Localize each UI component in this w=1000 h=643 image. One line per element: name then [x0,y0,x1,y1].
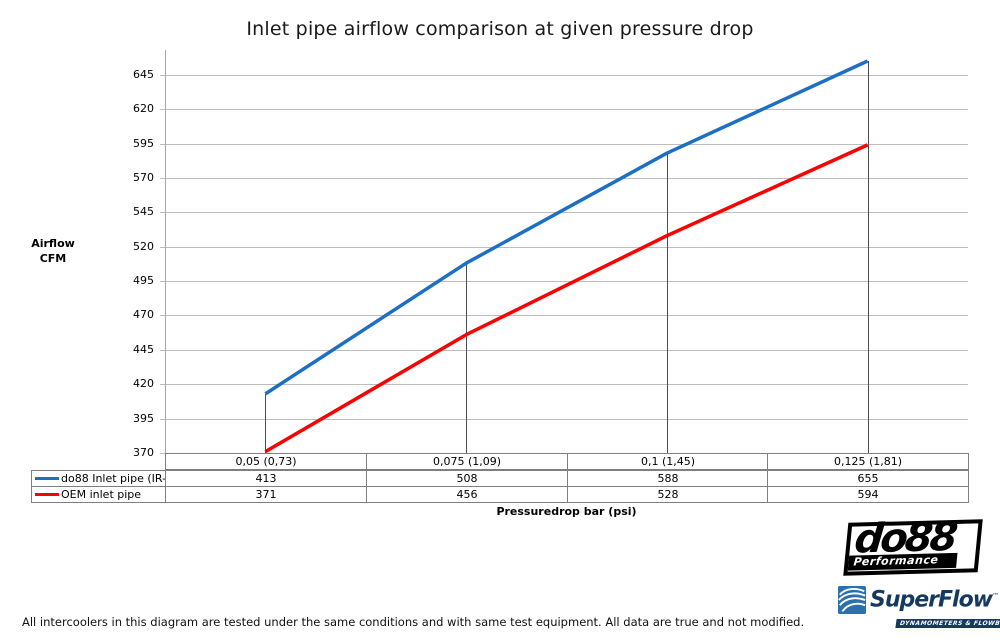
category-drop-line [868,61,869,453]
gridline [160,384,968,385]
do88-logo: do88 Performance [843,514,983,576]
y-tick-label: 595 [133,137,154,150]
gridline [160,212,968,213]
value-cell: 508 [366,470,568,487]
footnote: All intercoolers in this diagram are tes… [22,615,805,629]
value-cell: 456 [366,486,568,503]
legend-series-name: OEM inlet pipe [61,488,142,501]
superflow-logo-tagline: DYNAMOMETERS & FLOWBENCHES [895,619,1000,629]
series-line-1 [264,143,869,454]
chart-title: Inlet pipe airflow comparison at given p… [246,18,754,40]
trademark-symbol: ™ [992,592,999,600]
legend-item: do88 Inlet pipe (IR-V50) [31,470,191,487]
superflow-logo-textblock: SuperFlow™ DYNAMOMETERS & FLOWBENCHES [870,586,1000,629]
legend-item: OEM inlet pipe [31,486,166,503]
y-tick-label: 645 [133,68,154,81]
category-drop-line [667,153,668,453]
value-cell: 588 [567,470,769,487]
y-tick-label: 545 [133,205,154,218]
y-axis-title: Airflow CFM [31,237,75,265]
gridline [160,247,968,248]
category-drop-line [265,394,266,453]
series-line-0 [264,59,869,396]
value-cell: 413 [165,470,367,487]
gridline [160,178,968,179]
y-tick-label: 445 [133,343,154,356]
superflow-logo-text: SuperFlow™ [870,587,999,613]
category-drop-line [466,263,467,453]
legend-line-swatch [35,493,59,496]
superflow-icon [838,586,866,614]
category-label-cell: 0,1 (1,45) [567,453,769,470]
gridline [160,350,968,351]
category-label-cell: 0,075 (1,09) [366,453,568,470]
legend-series-name: do88 Inlet pipe (IR-V50) [61,472,192,485]
legend-line-swatch [35,477,59,480]
y-tick-label: 470 [133,308,154,321]
y-tick-label: 570 [133,171,154,184]
category-label-cell: 0,125 (1,81) [767,453,969,470]
value-cell: 594 [767,486,969,503]
gridline [160,419,968,420]
gridline [160,75,968,76]
y-tick-label: 495 [133,274,154,287]
category-label-cell: 0,05 (0,73) [165,453,367,470]
gridline [160,144,968,145]
gridline [160,281,968,282]
gridline [160,109,968,110]
value-cell: 528 [567,486,769,503]
do88-logo-box: do88 Performance [843,514,983,576]
superflow-logo: SuperFlow™ DYNAMOMETERS & FLOWBENCHES [838,586,1000,629]
y-tick-label: 520 [133,240,154,253]
y-tick-label: 395 [133,412,154,425]
do88-logo-tagline: Performance [847,552,958,571]
x-axis-title: Pressuredrop bar (psi) [496,505,637,518]
y-tick-label: 370 [133,446,154,459]
gridline [160,315,968,316]
y-tick-label: 620 [133,102,154,115]
value-cell: 655 [767,470,969,487]
y-tick-label: 420 [133,377,154,390]
value-cell: 371 [165,486,367,503]
y-axis-line [165,50,166,453]
